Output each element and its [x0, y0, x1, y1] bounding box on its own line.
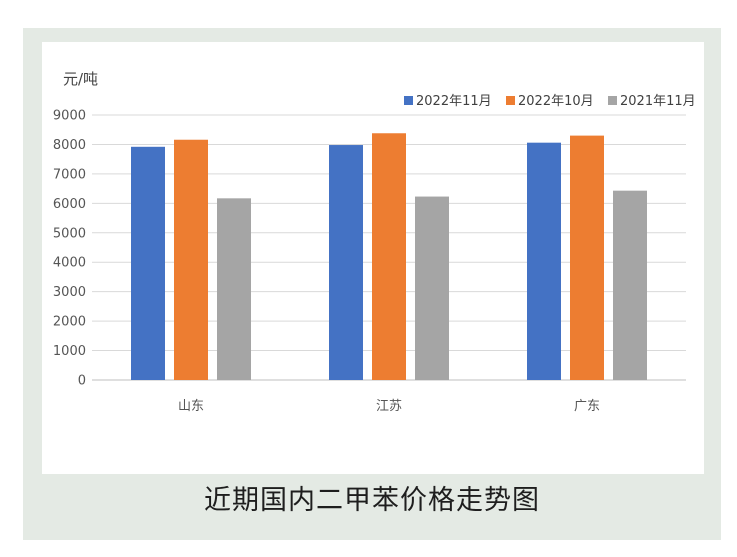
- bar: [217, 198, 251, 380]
- x-tick-label: 山东: [178, 399, 204, 414]
- x-tick-label: 江苏: [376, 398, 402, 414]
- bars: [131, 133, 647, 380]
- legend-label: 2022年11月: [416, 94, 492, 109]
- bar: [372, 133, 406, 380]
- legend-swatch: [506, 96, 515, 105]
- legend-swatch: [404, 96, 413, 105]
- bar: [174, 139, 208, 380]
- y-axis-label: 元/吨: [63, 70, 98, 88]
- y-tick-label: 9000: [53, 109, 86, 124]
- y-tick-label: 8000: [53, 138, 86, 153]
- legend: 2022年11月 2022年10月 2021年11月: [404, 94, 696, 109]
- x-tick-labels: 山东 江苏 广东: [178, 398, 600, 414]
- x-tick-label: 广东: [574, 399, 600, 414]
- y-tick-label: 3000: [53, 285, 86, 300]
- legend-label: 2021年11月: [620, 94, 696, 109]
- legend-label: 2022年10月: [518, 94, 594, 109]
- bar: [527, 142, 561, 380]
- y-tick-label: 4000: [53, 256, 86, 271]
- bar: [329, 145, 363, 380]
- bar: [613, 190, 647, 380]
- y-tick-label: 2000: [53, 315, 86, 330]
- bar: [570, 135, 604, 380]
- y-tick-labels: 0 1000 2000 3000 4000 5000 6000 7000 8000 9000: [53, 109, 86, 389]
- y-tick-label: 5000: [53, 226, 86, 241]
- y-tick-label: 6000: [53, 197, 86, 212]
- legend-swatch: [608, 96, 617, 105]
- y-tick-label: 0: [78, 374, 86, 389]
- y-tick-label: 1000: [53, 344, 86, 359]
- bar: [131, 146, 165, 380]
- y-tick-label: 7000: [53, 167, 86, 182]
- bar: [415, 196, 449, 380]
- figure-caption: 近期国内二甲苯价格走势图: [204, 485, 540, 516]
